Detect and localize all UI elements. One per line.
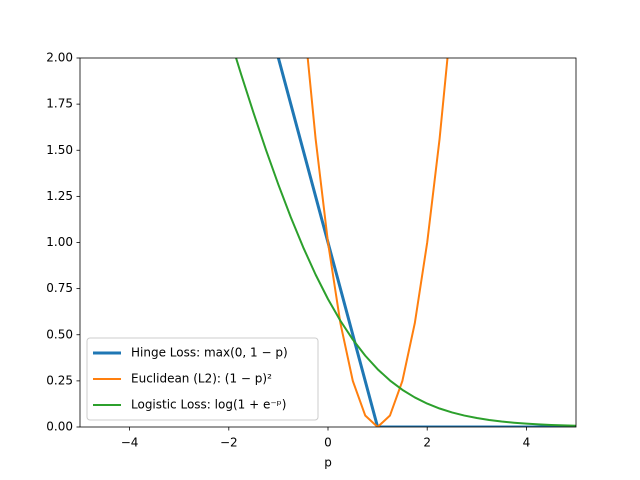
- x-tick-label: −4: [121, 436, 139, 450]
- x-tick-label: 2: [423, 436, 431, 450]
- y-tick-label: 1.75: [46, 97, 73, 111]
- y-tick-label: 1.50: [46, 143, 73, 157]
- x-tick-label: 0: [324, 436, 332, 450]
- y-tick-label: 1.25: [46, 189, 73, 203]
- legend-label: Logistic Loss: log(1 + e⁻ᵖ): [131, 398, 286, 412]
- y-tick-label: 0.00: [46, 420, 73, 434]
- legend-label: Euclidean (L2): (1 − p)²: [131, 372, 272, 386]
- series-line: [306, 58, 449, 427]
- y-tick-label: 1.00: [46, 235, 73, 249]
- series-line: [235, 58, 576, 427]
- legend-label: Hinge Loss: max(0, 1 − p): [131, 346, 288, 360]
- y-tick-label: 0.75: [46, 281, 73, 295]
- lines: [235, 58, 576, 427]
- x-axis-label: p: [324, 456, 332, 470]
- x-tick-label: −2: [220, 436, 238, 450]
- y-tick-label: 2.00: [46, 51, 73, 65]
- y-tick-label: 0.50: [46, 327, 73, 341]
- legend-box: [86, 337, 319, 421]
- y-tick-label: 0.25: [46, 373, 73, 387]
- x-tick-label: 4: [523, 436, 531, 450]
